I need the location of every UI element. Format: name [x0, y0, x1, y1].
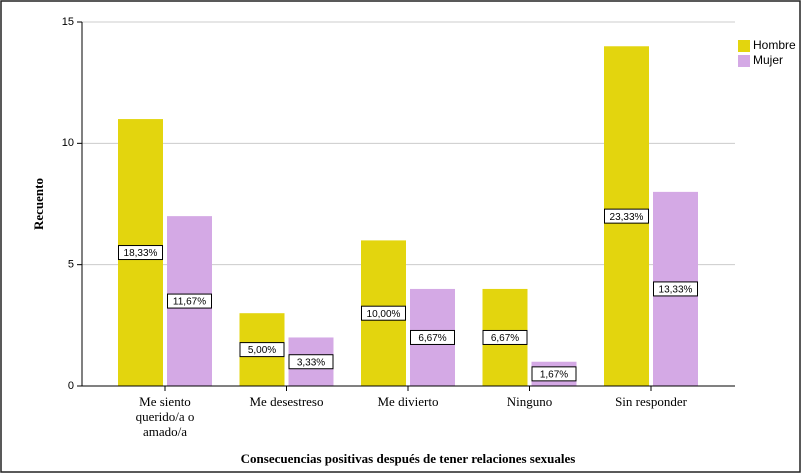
data-label-box — [604, 208, 649, 224]
data-label: 5,00% — [248, 345, 276, 356]
y-tick-label: 15 — [62, 16, 74, 28]
x-tick-label: Sin responder — [615, 394, 688, 409]
data-label-box — [167, 293, 212, 309]
data-label-box — [482, 329, 528, 345]
y-tick-label: 0 — [68, 380, 74, 392]
data-label: 23,33% — [610, 212, 644, 223]
y-tick-label: 10 — [62, 137, 74, 149]
data-label: 1,67% — [540, 370, 568, 381]
y-axis-title: Recuento — [31, 178, 46, 230]
data-label-box — [361, 305, 406, 321]
data-label-box — [531, 366, 577, 382]
legend-swatch — [738, 40, 750, 52]
data-label: 18,33% — [124, 248, 158, 259]
data-label: 13,33% — [659, 285, 693, 296]
x-tick-label: Me siento querido/a o amado/a — [136, 394, 195, 439]
x-axis-title: Consecuencias positivas después de tener… — [241, 451, 576, 466]
data-label: 6,67% — [418, 333, 446, 344]
data-label: 11,67% — [173, 297, 206, 308]
data-label-box — [239, 342, 285, 358]
x-tick-label: Ninguno — [507, 394, 553, 409]
legend-label: Mujer — [753, 53, 783, 67]
data-label-box — [118, 245, 163, 261]
data-label-box — [410, 329, 455, 345]
data-label: 10,00% — [367, 309, 401, 320]
x-tick-label: Me divierto — [377, 394, 438, 409]
x-tick-label: Me desestreso — [249, 394, 323, 409]
data-label: 6,67% — [491, 333, 519, 344]
y-tick-label: 5 — [68, 259, 74, 271]
data-label-box — [653, 281, 698, 297]
legend-swatch — [738, 55, 750, 67]
data-label: 3,33% — [297, 357, 325, 368]
legend-label: Hombre — [753, 38, 796, 52]
data-label-box — [288, 354, 334, 370]
